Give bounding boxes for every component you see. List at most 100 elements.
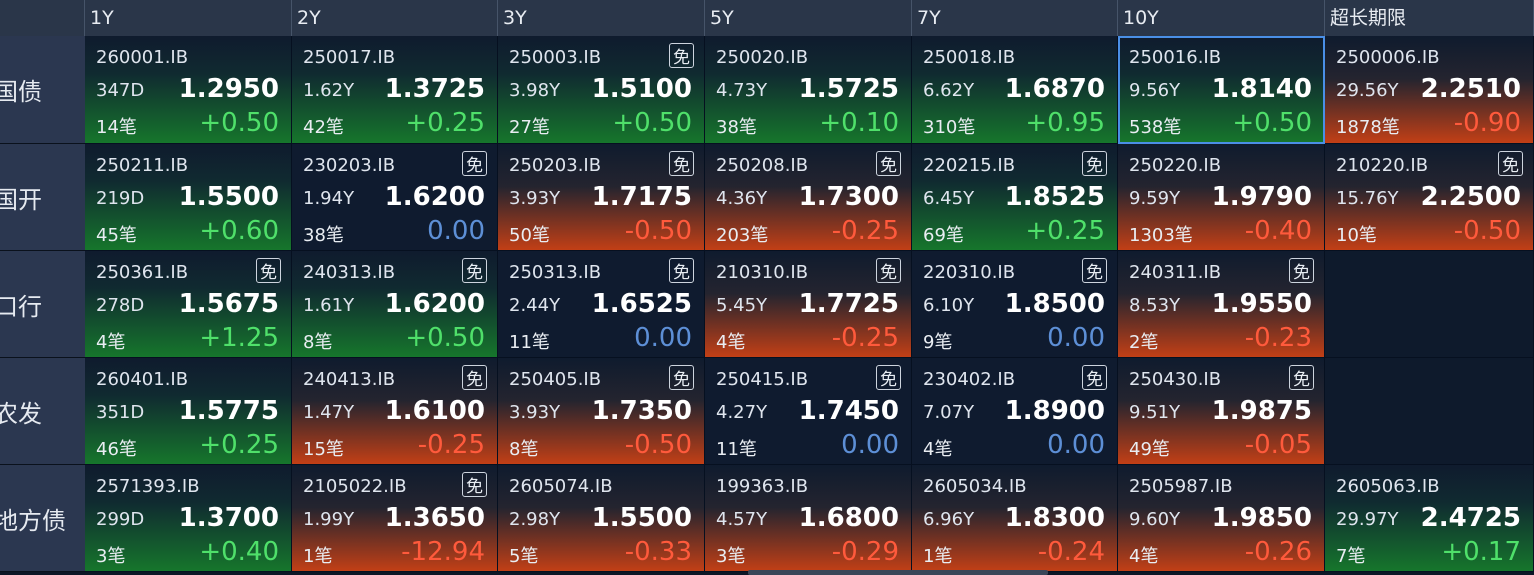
quote-cell[interactable]: 2605074.IB 2.98Y 1.5500 5笔 -0.33 — [498, 465, 705, 572]
trade-count: 38笔 — [716, 117, 757, 138]
trade-count: 69笔 — [923, 225, 964, 246]
column-header-6[interactable]: 超长期限 — [1325, 0, 1534, 36]
bond-code: 240313.IB — [303, 262, 396, 283]
quote-cell[interactable]: 260401.IB 351D 1.5775 46笔 +0.25 — [85, 358, 292, 465]
row-label: 国开 — [0, 144, 85, 251]
row-label: 地方债 — [0, 465, 85, 572]
quote-cell[interactable]: 250018.IB 6.62Y 1.6870 310笔 +0.95 — [912, 36, 1118, 144]
bond-code: 250211.IB — [96, 155, 189, 176]
quote-cell[interactable]: 240311.IB 免 8.53Y 1.9550 2笔 -0.23 — [1118, 251, 1325, 358]
bond-code: 250017.IB — [303, 47, 396, 68]
quote-cell[interactable]: 2605034.IB 6.96Y 1.8300 1笔 -0.24 — [912, 465, 1118, 572]
quote-cell[interactable]: 250016.IB 9.56Y 1.8140 538笔 +0.50 — [1118, 36, 1325, 144]
trade-count: 42笔 — [303, 117, 344, 138]
quote-cell[interactable]: 199363.IB 4.57Y 1.6800 3笔 -0.29 — [705, 465, 912, 572]
bond-code: 210220.IB — [1336, 155, 1429, 176]
column-header-4[interactable]: 7Y — [912, 0, 1118, 36]
quote-cell[interactable]: 250361.IB 免 278D 1.5675 4笔 +1.25 — [85, 251, 292, 358]
yield-change: 0.00 — [1047, 430, 1105, 460]
remaining-tenor: 6.96Y — [923, 509, 975, 530]
quote-cell[interactable]: 250003.IB 免 3.98Y 1.5100 27笔 +0.50 — [498, 36, 705, 144]
quote-cell[interactable]: 250220.IB 9.59Y 1.9790 1303笔 -0.40 — [1118, 144, 1325, 251]
trade-count: 38笔 — [303, 225, 344, 246]
row-label: 国债 — [0, 36, 85, 144]
remaining-tenor: 15.76Y — [1336, 188, 1399, 209]
quote-cell[interactable]: 2505987.IB 9.60Y 1.9850 4笔 -0.26 — [1118, 465, 1325, 572]
trade-count: 10笔 — [1336, 225, 1377, 246]
remaining-tenor: 2.44Y — [509, 295, 561, 316]
quote-cell[interactable]: 2605063.IB 29.97Y 2.4725 7笔 +0.17 — [1325, 465, 1534, 572]
quote-cell[interactable]: 210220.IB 免 15.76Y 2.2500 10笔 -0.50 — [1325, 144, 1534, 251]
yield-value: 1.7300 — [798, 182, 899, 212]
quote-cell[interactable]: 250203.IB 免 3.93Y 1.7175 50笔 -0.50 — [498, 144, 705, 251]
quote-cell[interactable]: 220310.IB 免 6.10Y 1.8500 9笔 0.00 — [912, 251, 1118, 358]
quote-cell[interactable]: 210310.IB 免 5.45Y 1.7725 4笔 -0.25 — [705, 251, 912, 358]
yield-change: +0.25 — [199, 430, 279, 460]
quote-cell[interactable]: 2105022.IB 免 1.99Y 1.3650 1笔 -12.94 — [292, 465, 498, 572]
bond-code: 2605074.IB — [509, 476, 613, 497]
bond-code: 260401.IB — [96, 369, 189, 390]
yield-change: +0.95 — [1025, 108, 1105, 138]
trade-count: 46笔 — [96, 439, 137, 460]
tax-free-badge: 免 — [669, 258, 694, 283]
quote-cell[interactable]: 250211.IB 219D 1.5500 45笔 +0.60 — [85, 144, 292, 251]
quote-cell[interactable]: 2571393.IB 299D 1.3700 3笔 +0.40 — [85, 465, 292, 572]
quote-cell[interactable]: 2500006.IB 29.56Y 2.2510 1878笔 -0.90 — [1325, 36, 1534, 144]
column-header-3[interactable]: 5Y — [705, 0, 912, 36]
quote-cell[interactable]: 220215.IB 免 6.45Y 1.8525 69笔 +0.25 — [912, 144, 1118, 251]
tax-free-badge: 免 — [462, 472, 487, 497]
yield-change: +0.25 — [1025, 216, 1105, 246]
yield-change: 0.00 — [634, 323, 692, 353]
yield-change: -0.25 — [831, 216, 899, 246]
tax-free-badge: 免 — [1498, 151, 1523, 176]
yield-value: 1.6800 — [798, 503, 899, 533]
yield-change: +0.50 — [199, 108, 279, 138]
quote-cell[interactable]: 250313.IB 免 2.44Y 1.6525 11笔 0.00 — [498, 251, 705, 358]
bond-code: 250405.IB — [509, 369, 602, 390]
column-header-5[interactable]: 10Y — [1118, 0, 1325, 36]
quote-cell[interactable]: 250430.IB 免 9.51Y 1.9875 49笔 -0.05 — [1118, 358, 1325, 465]
yield-value: 1.6870 — [1004, 74, 1105, 104]
column-header-1[interactable]: 2Y — [292, 0, 498, 36]
yield-change: +0.60 — [199, 216, 279, 246]
column-header-2[interactable]: 3Y — [498, 0, 705, 36]
quote-cell[interactable]: 260001.IB 347D 1.2950 14笔 +0.50 — [85, 36, 292, 144]
quote-cell[interactable]: 250405.IB 免 3.93Y 1.7350 8笔 -0.50 — [498, 358, 705, 465]
yield-change: 0.00 — [1047, 323, 1105, 353]
quote-cell[interactable]: 240413.IB 免 1.47Y 1.6100 15笔 -0.25 — [292, 358, 498, 465]
yield-change: -0.40 — [1244, 216, 1312, 246]
quote-cell[interactable]: 250415.IB 免 4.27Y 1.7450 11笔 0.00 — [705, 358, 912, 465]
bond-code: 220310.IB — [923, 262, 1016, 283]
remaining-tenor: 5.45Y — [716, 295, 768, 316]
yield-value: 1.8900 — [1004, 396, 1105, 426]
trade-count: 203笔 — [716, 225, 769, 246]
bond-code: 2500006.IB — [1336, 47, 1440, 68]
trade-count: 49笔 — [1129, 439, 1170, 460]
remaining-tenor: 29.56Y — [1336, 80, 1399, 101]
quote-cell[interactable]: 240313.IB 免 1.61Y 1.6200 8笔 +0.50 — [292, 251, 498, 358]
quote-cell[interactable]: 230203.IB 免 1.94Y 1.6200 38笔 0.00 — [292, 144, 498, 251]
quote-cell[interactable]: 250208.IB 免 4.36Y 1.7300 203笔 -0.25 — [705, 144, 912, 251]
quote-cell[interactable]: 250020.IB 4.73Y 1.5725 38笔 +0.10 — [705, 36, 912, 144]
remaining-tenor: 3.98Y — [509, 80, 561, 101]
yield-value: 1.3700 — [178, 503, 279, 533]
remaining-tenor: 4.27Y — [716, 402, 768, 423]
remaining-tenor: 4.73Y — [716, 80, 768, 101]
yield-value: 1.9550 — [1211, 289, 1312, 319]
yield-value: 1.8525 — [1004, 182, 1105, 212]
bond-code: 199363.IB — [716, 476, 809, 497]
bond-code: 240311.IB — [1129, 262, 1222, 283]
quote-cell[interactable]: 250017.IB 1.62Y 1.3725 42笔 +0.25 — [292, 36, 498, 144]
quote-cell[interactable]: 230402.IB 免 7.07Y 1.8900 4笔 0.00 — [912, 358, 1118, 465]
remaining-tenor: 9.56Y — [1129, 80, 1181, 101]
horizontal-scrollbar[interactable] — [748, 570, 1048, 575]
trade-count: 1303笔 — [1129, 225, 1193, 246]
yield-change: 0.00 — [841, 430, 899, 460]
bond-code: 250313.IB — [509, 262, 602, 283]
yield-change: +0.10 — [819, 108, 899, 138]
column-header-0[interactable]: 1Y — [85, 0, 292, 36]
tax-free-badge: 免 — [1289, 365, 1314, 390]
tax-free-badge: 免 — [462, 151, 487, 176]
yield-change: +0.17 — [1441, 537, 1521, 567]
remaining-tenor: 1.47Y — [303, 402, 355, 423]
